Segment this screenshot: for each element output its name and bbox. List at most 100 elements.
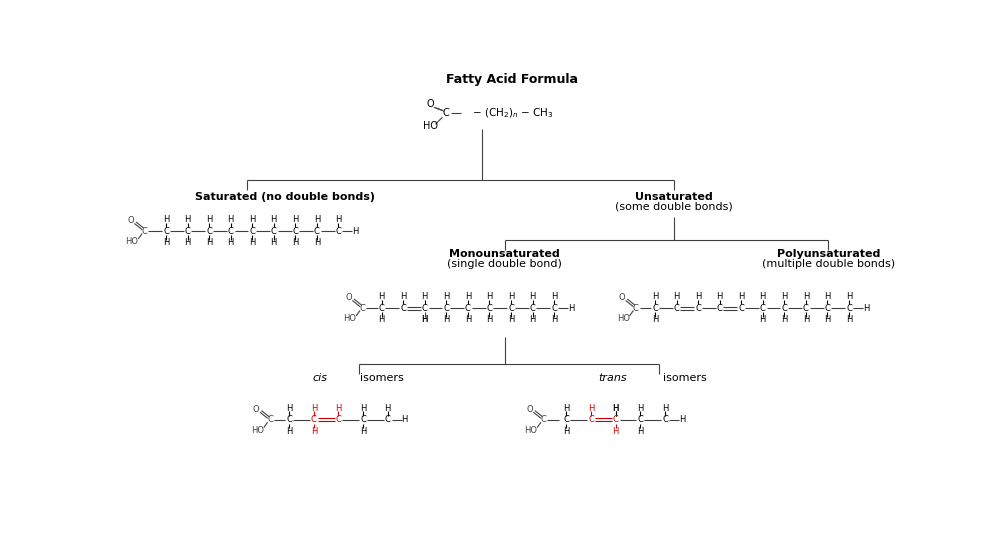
Text: O: O xyxy=(345,293,352,302)
Text: H: H xyxy=(716,292,723,301)
Text: C: C xyxy=(738,304,744,313)
Text: C: C xyxy=(286,415,292,424)
Text: H: H xyxy=(227,215,234,224)
Text: H: H xyxy=(781,315,787,324)
Text: H: H xyxy=(184,215,191,224)
Text: C: C xyxy=(311,415,317,424)
Text: H: H xyxy=(563,427,570,436)
Text: O: O xyxy=(127,216,134,225)
Text: C: C xyxy=(551,304,557,313)
Text: C: C xyxy=(228,226,234,236)
Text: C: C xyxy=(846,304,852,313)
Text: H: H xyxy=(360,404,366,413)
Text: C: C xyxy=(674,304,679,313)
Text: C: C xyxy=(267,415,273,424)
Text: H: H xyxy=(662,404,668,413)
Text: H: H xyxy=(760,292,766,301)
Text: C: C xyxy=(613,415,619,424)
Text: C: C xyxy=(760,304,766,313)
Text: C: C xyxy=(385,415,391,424)
Text: H: H xyxy=(486,315,493,324)
Text: C: C xyxy=(824,304,830,313)
Text: H: H xyxy=(652,292,658,301)
Text: $-\ \mathregular{CH_3}$: $-\ \mathregular{CH_3}$ xyxy=(520,107,553,120)
Text: HO: HO xyxy=(524,426,537,435)
Text: H: H xyxy=(612,427,619,436)
Text: H: H xyxy=(385,404,391,413)
Text: H: H xyxy=(465,292,471,301)
Text: C: C xyxy=(637,415,643,424)
Text: H: H xyxy=(529,292,536,301)
Text: C: C xyxy=(359,304,365,313)
Text: H: H xyxy=(846,292,852,301)
Text: C: C xyxy=(486,304,492,313)
Text: H: H xyxy=(803,292,809,301)
Text: O: O xyxy=(426,99,434,109)
Text: H: H xyxy=(314,238,320,247)
Text: H: H xyxy=(286,427,292,436)
Text: H: H xyxy=(163,238,169,247)
Text: C: C xyxy=(206,226,212,236)
Text: C: C xyxy=(163,226,169,236)
Text: H: H xyxy=(206,215,212,224)
Text: C: C xyxy=(142,226,147,236)
Text: H: H xyxy=(673,292,680,301)
Text: H: H xyxy=(311,404,317,413)
Text: H: H xyxy=(529,315,536,324)
Text: C: C xyxy=(314,226,320,236)
Text: C: C xyxy=(400,304,406,313)
Text: H: H xyxy=(184,238,191,247)
Text: Fatty Acid Formula: Fatty Acid Formula xyxy=(446,73,578,86)
Text: H: H xyxy=(335,215,342,224)
Text: H: H xyxy=(378,292,385,301)
Text: C: C xyxy=(443,304,449,313)
Text: $-\ (\mathregular{CH_2})_n$: $-\ (\mathregular{CH_2})_n$ xyxy=(472,107,519,120)
Text: HO: HO xyxy=(344,315,357,323)
Text: H: H xyxy=(400,292,406,301)
Text: C: C xyxy=(633,304,639,313)
Text: C: C xyxy=(336,226,341,236)
Text: C: C xyxy=(336,415,341,424)
Text: H: H xyxy=(443,315,449,324)
Text: H: H xyxy=(227,238,234,247)
Text: H: H xyxy=(863,304,869,313)
Text: H: H xyxy=(508,315,514,324)
Text: C: C xyxy=(662,415,668,424)
Text: C: C xyxy=(652,304,658,313)
Text: C: C xyxy=(271,226,277,236)
Text: HO: HO xyxy=(251,426,264,435)
Text: isomers: isomers xyxy=(360,373,404,383)
Text: C: C xyxy=(695,304,701,313)
Text: trans: trans xyxy=(598,373,626,383)
Text: H: H xyxy=(652,315,658,324)
Text: H: H xyxy=(738,292,744,301)
Text: H: H xyxy=(352,226,359,236)
Text: H: H xyxy=(249,215,255,224)
Text: C: C xyxy=(540,415,546,424)
Text: H: H xyxy=(292,238,299,247)
Text: (multiple double bonds): (multiple double bonds) xyxy=(762,259,895,269)
Text: H: H xyxy=(335,404,342,413)
Text: H: H xyxy=(271,238,277,247)
Text: cis: cis xyxy=(313,373,328,383)
Text: H: H xyxy=(824,292,831,301)
Text: C: C xyxy=(530,304,535,313)
Text: H: H xyxy=(803,315,809,324)
Text: H: H xyxy=(402,415,408,424)
Text: C: C xyxy=(465,304,471,313)
Text: H: H xyxy=(311,427,317,436)
Text: Polyunsaturated: Polyunsaturated xyxy=(777,249,880,259)
Text: H: H xyxy=(637,427,644,436)
Text: H: H xyxy=(612,404,619,413)
Text: C: C xyxy=(563,415,569,424)
Text: H: H xyxy=(588,404,594,413)
Text: C: C xyxy=(379,304,385,313)
Text: (single double bond): (single double bond) xyxy=(447,259,562,269)
Text: C: C xyxy=(803,304,809,313)
Text: H: H xyxy=(760,315,766,324)
Text: H: H xyxy=(551,292,557,301)
Text: H: H xyxy=(679,415,685,424)
Text: HO: HO xyxy=(126,237,139,247)
Text: H: H xyxy=(422,292,428,301)
Text: H: H xyxy=(206,238,212,247)
